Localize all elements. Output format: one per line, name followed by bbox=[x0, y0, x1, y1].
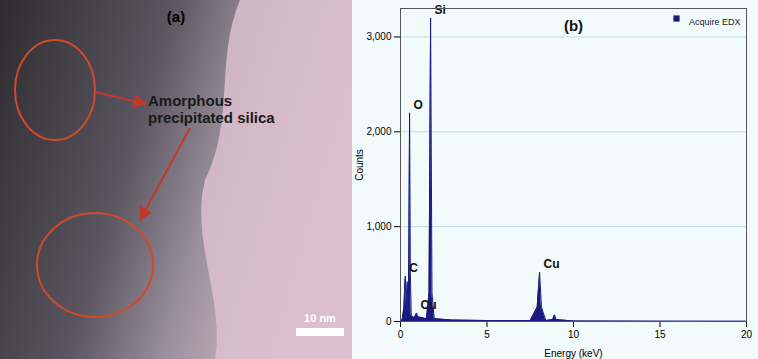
html-text:Amorphous precipitated silica: Amorphous precipitated silica bbox=[148, 92, 275, 126]
svg-text:10: 10 bbox=[568, 329, 580, 340]
svg-text:1,000: 1,000 bbox=[366, 221, 391, 232]
svg-text:3,000: 3,000 bbox=[366, 31, 391, 42]
svg-text:20: 20 bbox=[741, 329, 753, 340]
svg-text:(a): (a) bbox=[167, 8, 185, 25]
svg-text:O: O bbox=[414, 98, 423, 112]
svg-text:5: 5 bbox=[484, 329, 490, 340]
svg-text:Counts: Counts bbox=[354, 149, 365, 181]
svg-text:0: 0 bbox=[398, 329, 404, 340]
svg-text:15: 15 bbox=[654, 329, 666, 340]
svg-text:Cu: Cu bbox=[544, 257, 560, 271]
svg-text:Si: Si bbox=[435, 3, 446, 17]
svg-text:0: 0 bbox=[386, 316, 392, 327]
svg-text:Cu: Cu bbox=[421, 298, 437, 312]
svg-text:C: C bbox=[409, 261, 418, 275]
svg-text:Energy (keV): Energy (keV) bbox=[544, 348, 602, 359]
svg-text:10 nm: 10 nm bbox=[304, 312, 336, 324]
svg-text:2,000: 2,000 bbox=[366, 126, 391, 137]
svg-text:Acquire EDX: Acquire EDX bbox=[689, 17, 741, 27]
svg-text:(b): (b) bbox=[564, 17, 583, 34]
